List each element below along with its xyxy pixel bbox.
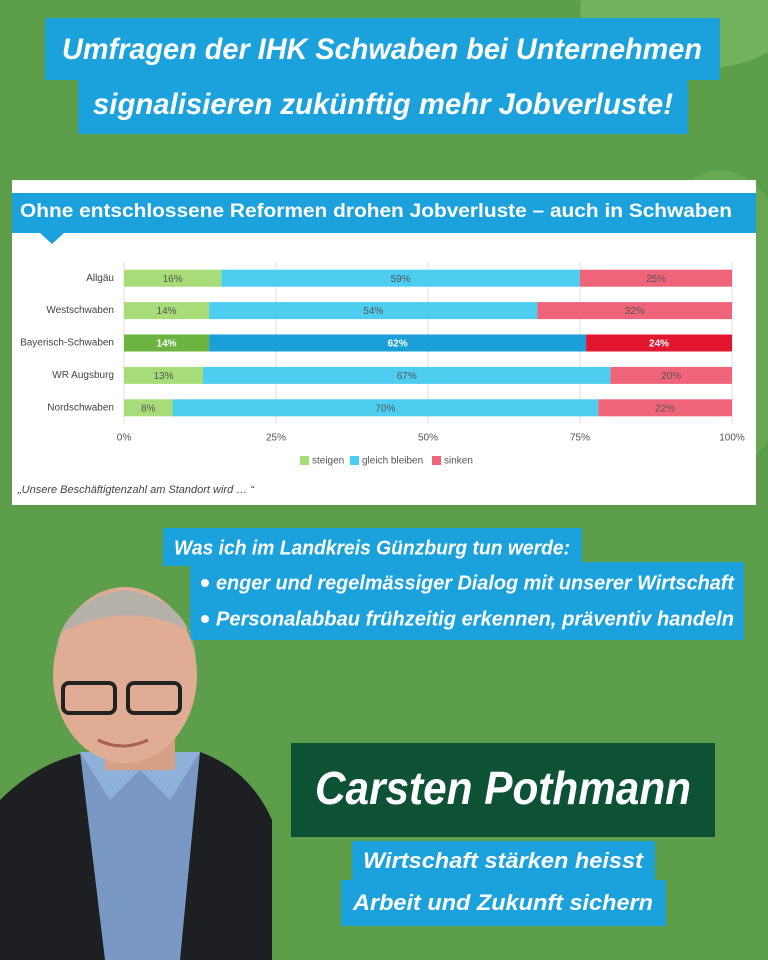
value-label: 54%	[363, 306, 383, 317]
x-tick-label: 75%	[570, 433, 590, 444]
plan-box	[190, 562, 744, 640]
y-tick-label: Allgäu	[86, 273, 114, 284]
slogan: Arbeit und Zukunft sichern	[352, 890, 653, 915]
bar-segment	[124, 334, 210, 352]
mouth	[97, 738, 149, 748]
y-tick-label: Bayerisch-Schwaben	[20, 338, 114, 349]
bar-segment	[610, 366, 732, 384]
shirt	[80, 752, 200, 960]
glasses	[126, 681, 182, 715]
plan-bullet: Personalabbau frühzeitig erkennen, präve…	[216, 608, 734, 630]
legend-label: sinken	[444, 456, 473, 467]
hair	[55, 590, 196, 660]
bar-segment	[221, 269, 580, 287]
chart: 0% 25% 50% 75% 100% Allgäu 16% 59% 25% Westschwab…	[20, 262, 745, 467]
legend-label: steigen	[312, 456, 344, 467]
bar-segment	[124, 366, 204, 384]
bar-segment	[172, 399, 599, 417]
header-line: Umfragen der IHK Schwaben bei Unternehme…	[62, 33, 702, 66]
value-label: 20%	[661, 371, 681, 382]
y-tick-label: WR Augsburg	[52, 370, 114, 381]
value-label: 16%	[163, 274, 183, 285]
plan-title-box	[163, 528, 582, 566]
value-label: 59%	[391, 274, 411, 285]
bar-segment	[209, 302, 538, 320]
glasses	[61, 681, 117, 715]
slogan-box	[352, 841, 655, 881]
value-label: 70%	[375, 403, 395, 414]
bar-segment	[537, 302, 732, 320]
value-label: 67%	[397, 371, 417, 382]
plan-bullet: enger und regelmässiger Dialog mit unser…	[216, 572, 735, 594]
head	[53, 587, 197, 763]
header-line: signalisieren zukünftig mehr Jobverluste…	[93, 88, 673, 121]
value-label: 22%	[655, 403, 675, 414]
bar-segment	[580, 269, 732, 287]
value-label: 25%	[646, 274, 666, 285]
value-label: 14%	[157, 306, 177, 317]
x-tick-label: 50%	[418, 433, 438, 444]
plan-title: Was ich im Landkreis Günzburg tun werde:	[174, 537, 570, 559]
bar-segment	[124, 302, 210, 320]
value-label: 14%	[157, 339, 177, 350]
legend-swatch	[350, 456, 359, 465]
portrait	[0, 587, 272, 960]
slogan-box	[341, 880, 666, 926]
bullet-dot	[201, 615, 209, 623]
legend-swatch	[300, 456, 309, 465]
value-label: 32%	[625, 306, 645, 317]
header-box	[45, 18, 720, 80]
bullet-dot	[201, 579, 209, 587]
bar-segment	[124, 269, 222, 287]
value-label: 8%	[141, 403, 156, 414]
bar-segment	[598, 399, 732, 417]
name-box	[291, 743, 715, 837]
legend-label: gleich bleiben	[362, 456, 423, 467]
chart-title: Ohne entschlossene Reformen drohen Jobve…	[20, 201, 732, 222]
slogan: Wirtschaft stärken heisst	[363, 848, 645, 873]
y-tick-label: Westschwaben	[46, 305, 114, 316]
bar-segment	[209, 334, 587, 352]
value-label: 13%	[154, 371, 174, 382]
value-label: 62%	[388, 339, 408, 350]
chart-title-bar	[12, 193, 756, 233]
y-tick-label: Nordschwaben	[47, 402, 114, 413]
title-pointer	[40, 233, 64, 244]
value-label: 24%	[649, 339, 669, 350]
chart-footnote: „Unsere Beschäftigtenzahl am Standort wi…	[17, 484, 255, 496]
bar-segment	[586, 334, 732, 352]
bar-segment	[203, 366, 611, 384]
bar-segment	[124, 399, 173, 417]
x-tick-label: 25%	[266, 433, 286, 444]
legend-swatch	[432, 456, 441, 465]
candidate-name: Carsten Pothmann	[315, 762, 691, 814]
header-box	[78, 80, 688, 134]
x-tick-label: 100%	[719, 433, 745, 444]
x-tick-label: 0%	[117, 433, 132, 444]
